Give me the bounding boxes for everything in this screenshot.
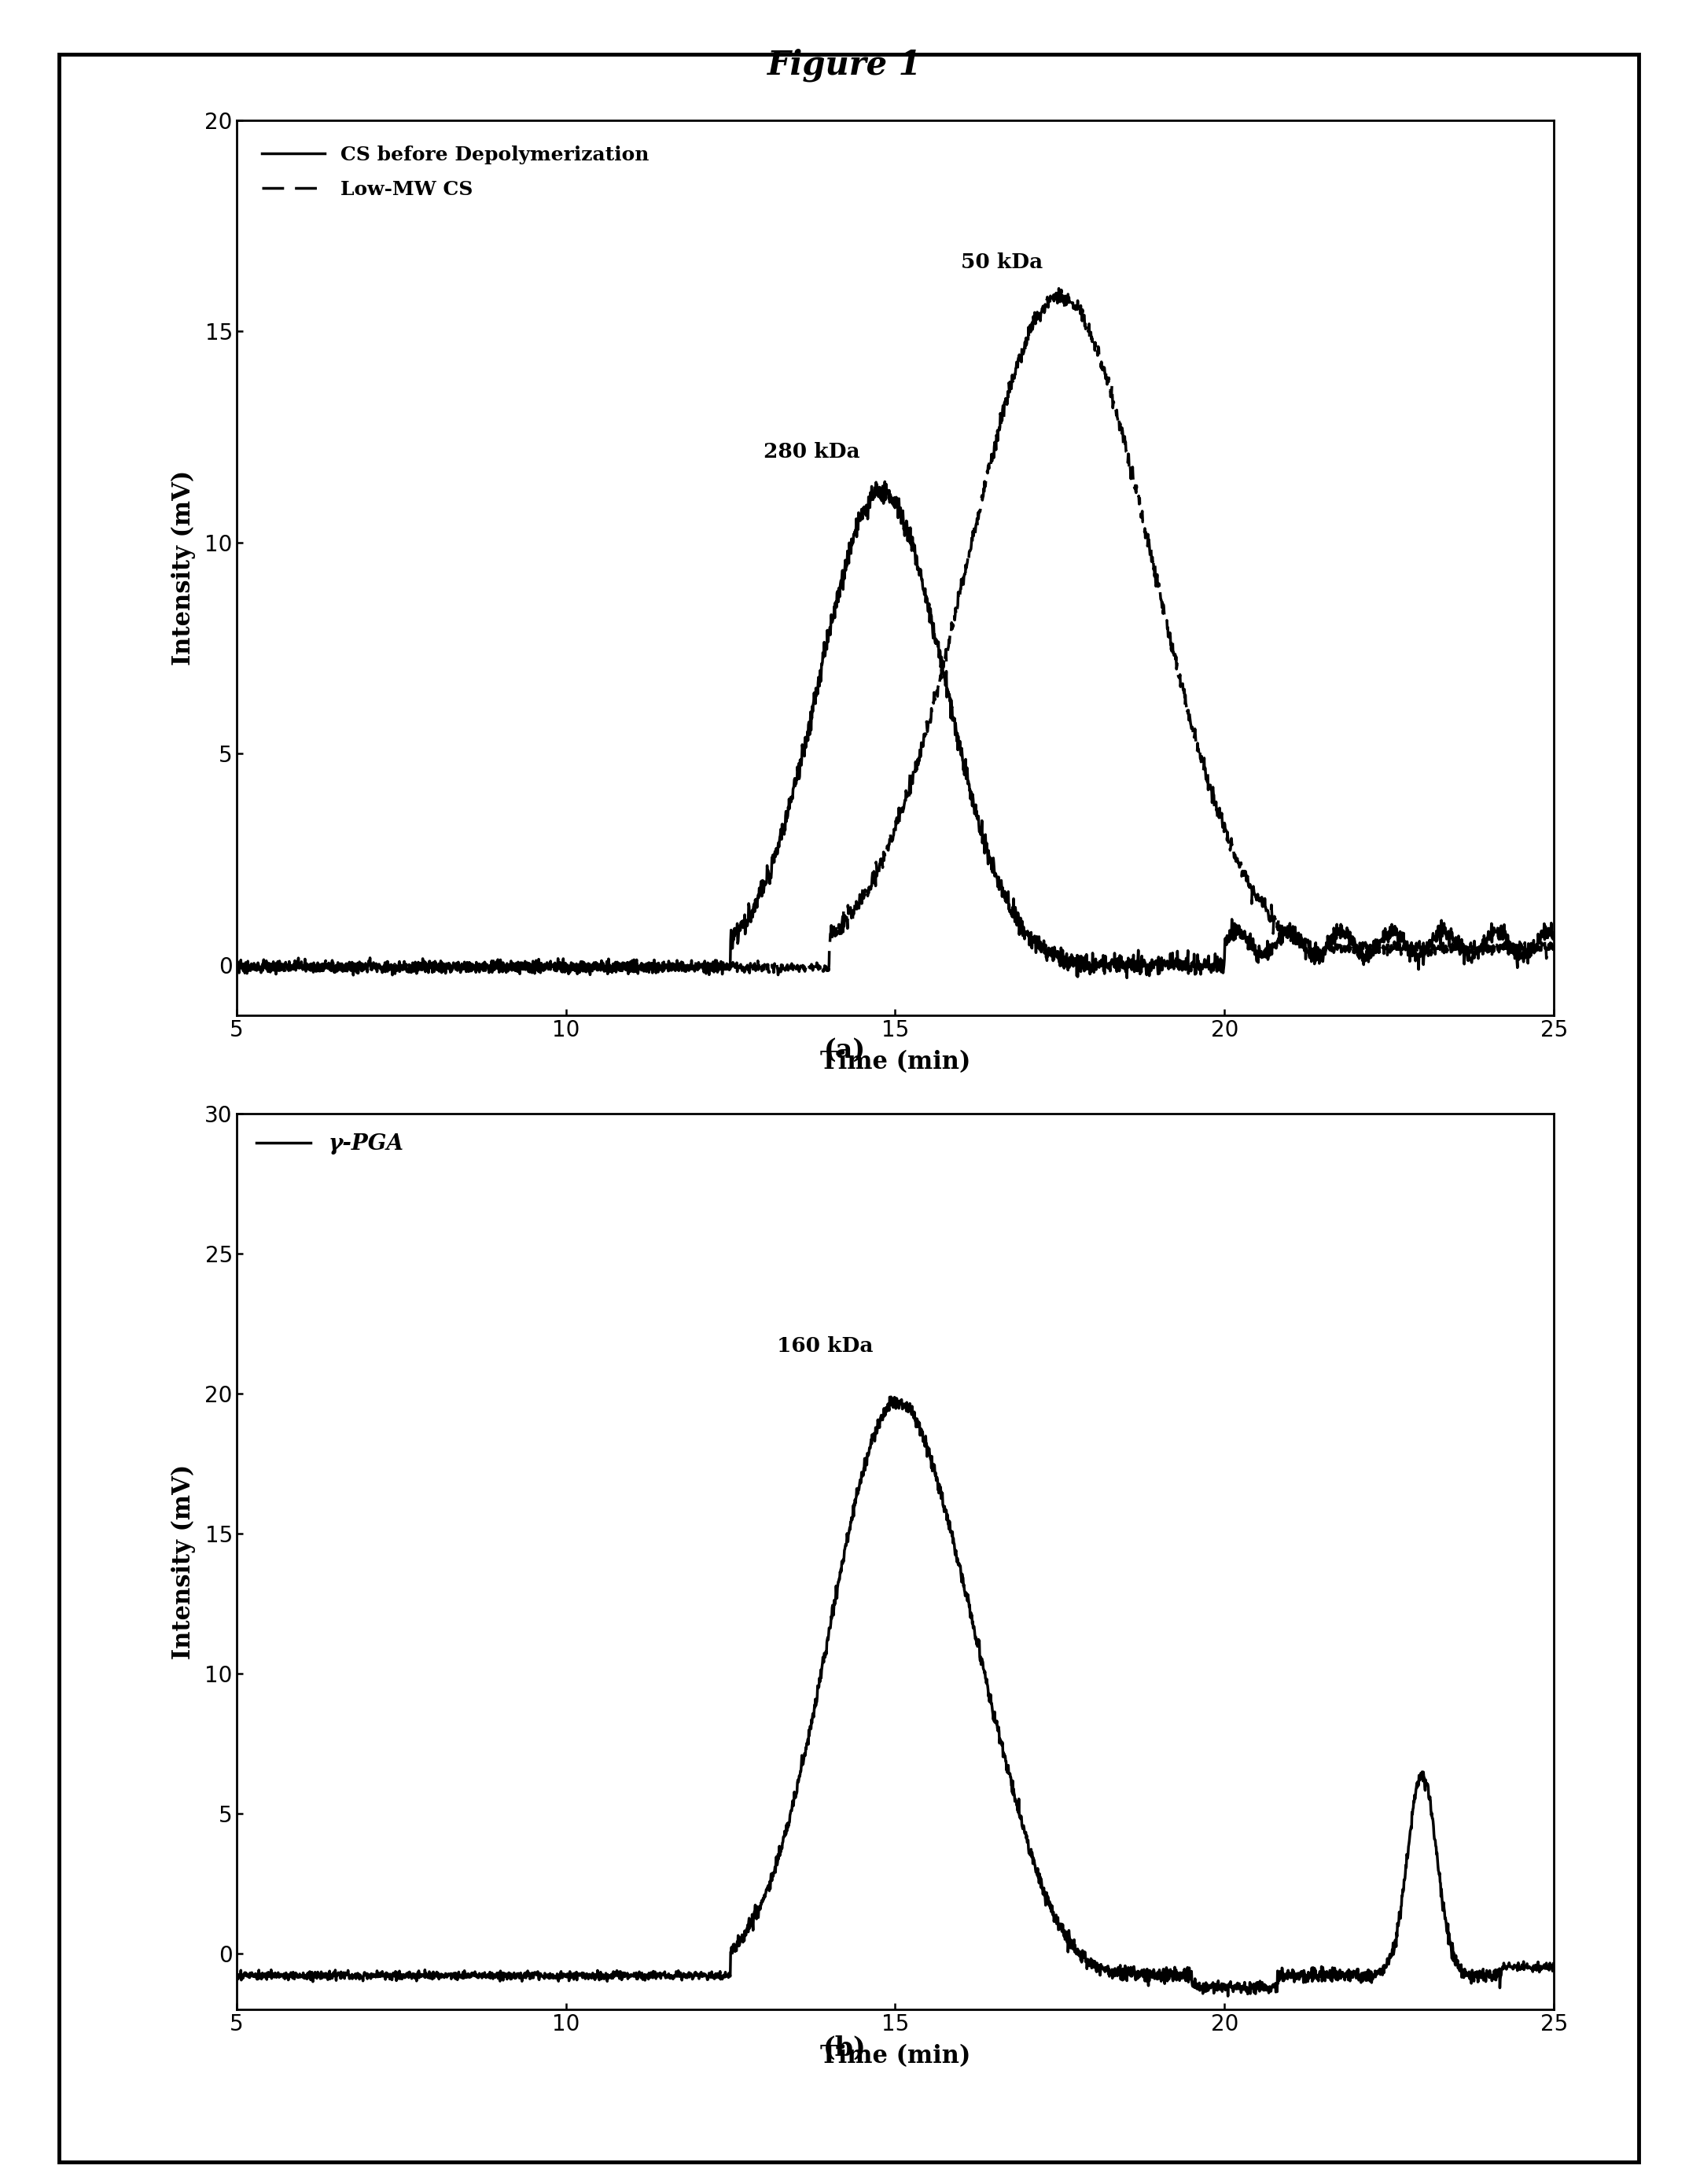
Text: (a): (a): [824, 1037, 865, 1064]
Legend: CS before Depolymerization, Low-MW CS: CS before Depolymerization, Low-MW CS: [247, 131, 665, 214]
Legend: γ-PGA: γ-PGA: [247, 1125, 412, 1164]
Text: 50 kDa: 50 kDa: [961, 251, 1044, 271]
Text: (b): (b): [823, 2035, 866, 2062]
Text: 160 kDa: 160 kDa: [777, 1337, 873, 1356]
Y-axis label: Intensity (mV): Intensity (mV): [172, 1463, 196, 1660]
X-axis label: Time (min): Time (min): [819, 2044, 971, 2068]
Text: Figure 1: Figure 1: [767, 48, 922, 81]
Text: 280 kDa: 280 kDa: [763, 443, 860, 463]
X-axis label: Time (min): Time (min): [819, 1051, 971, 1075]
Y-axis label: Intensity (mV): Intensity (mV): [172, 470, 196, 666]
